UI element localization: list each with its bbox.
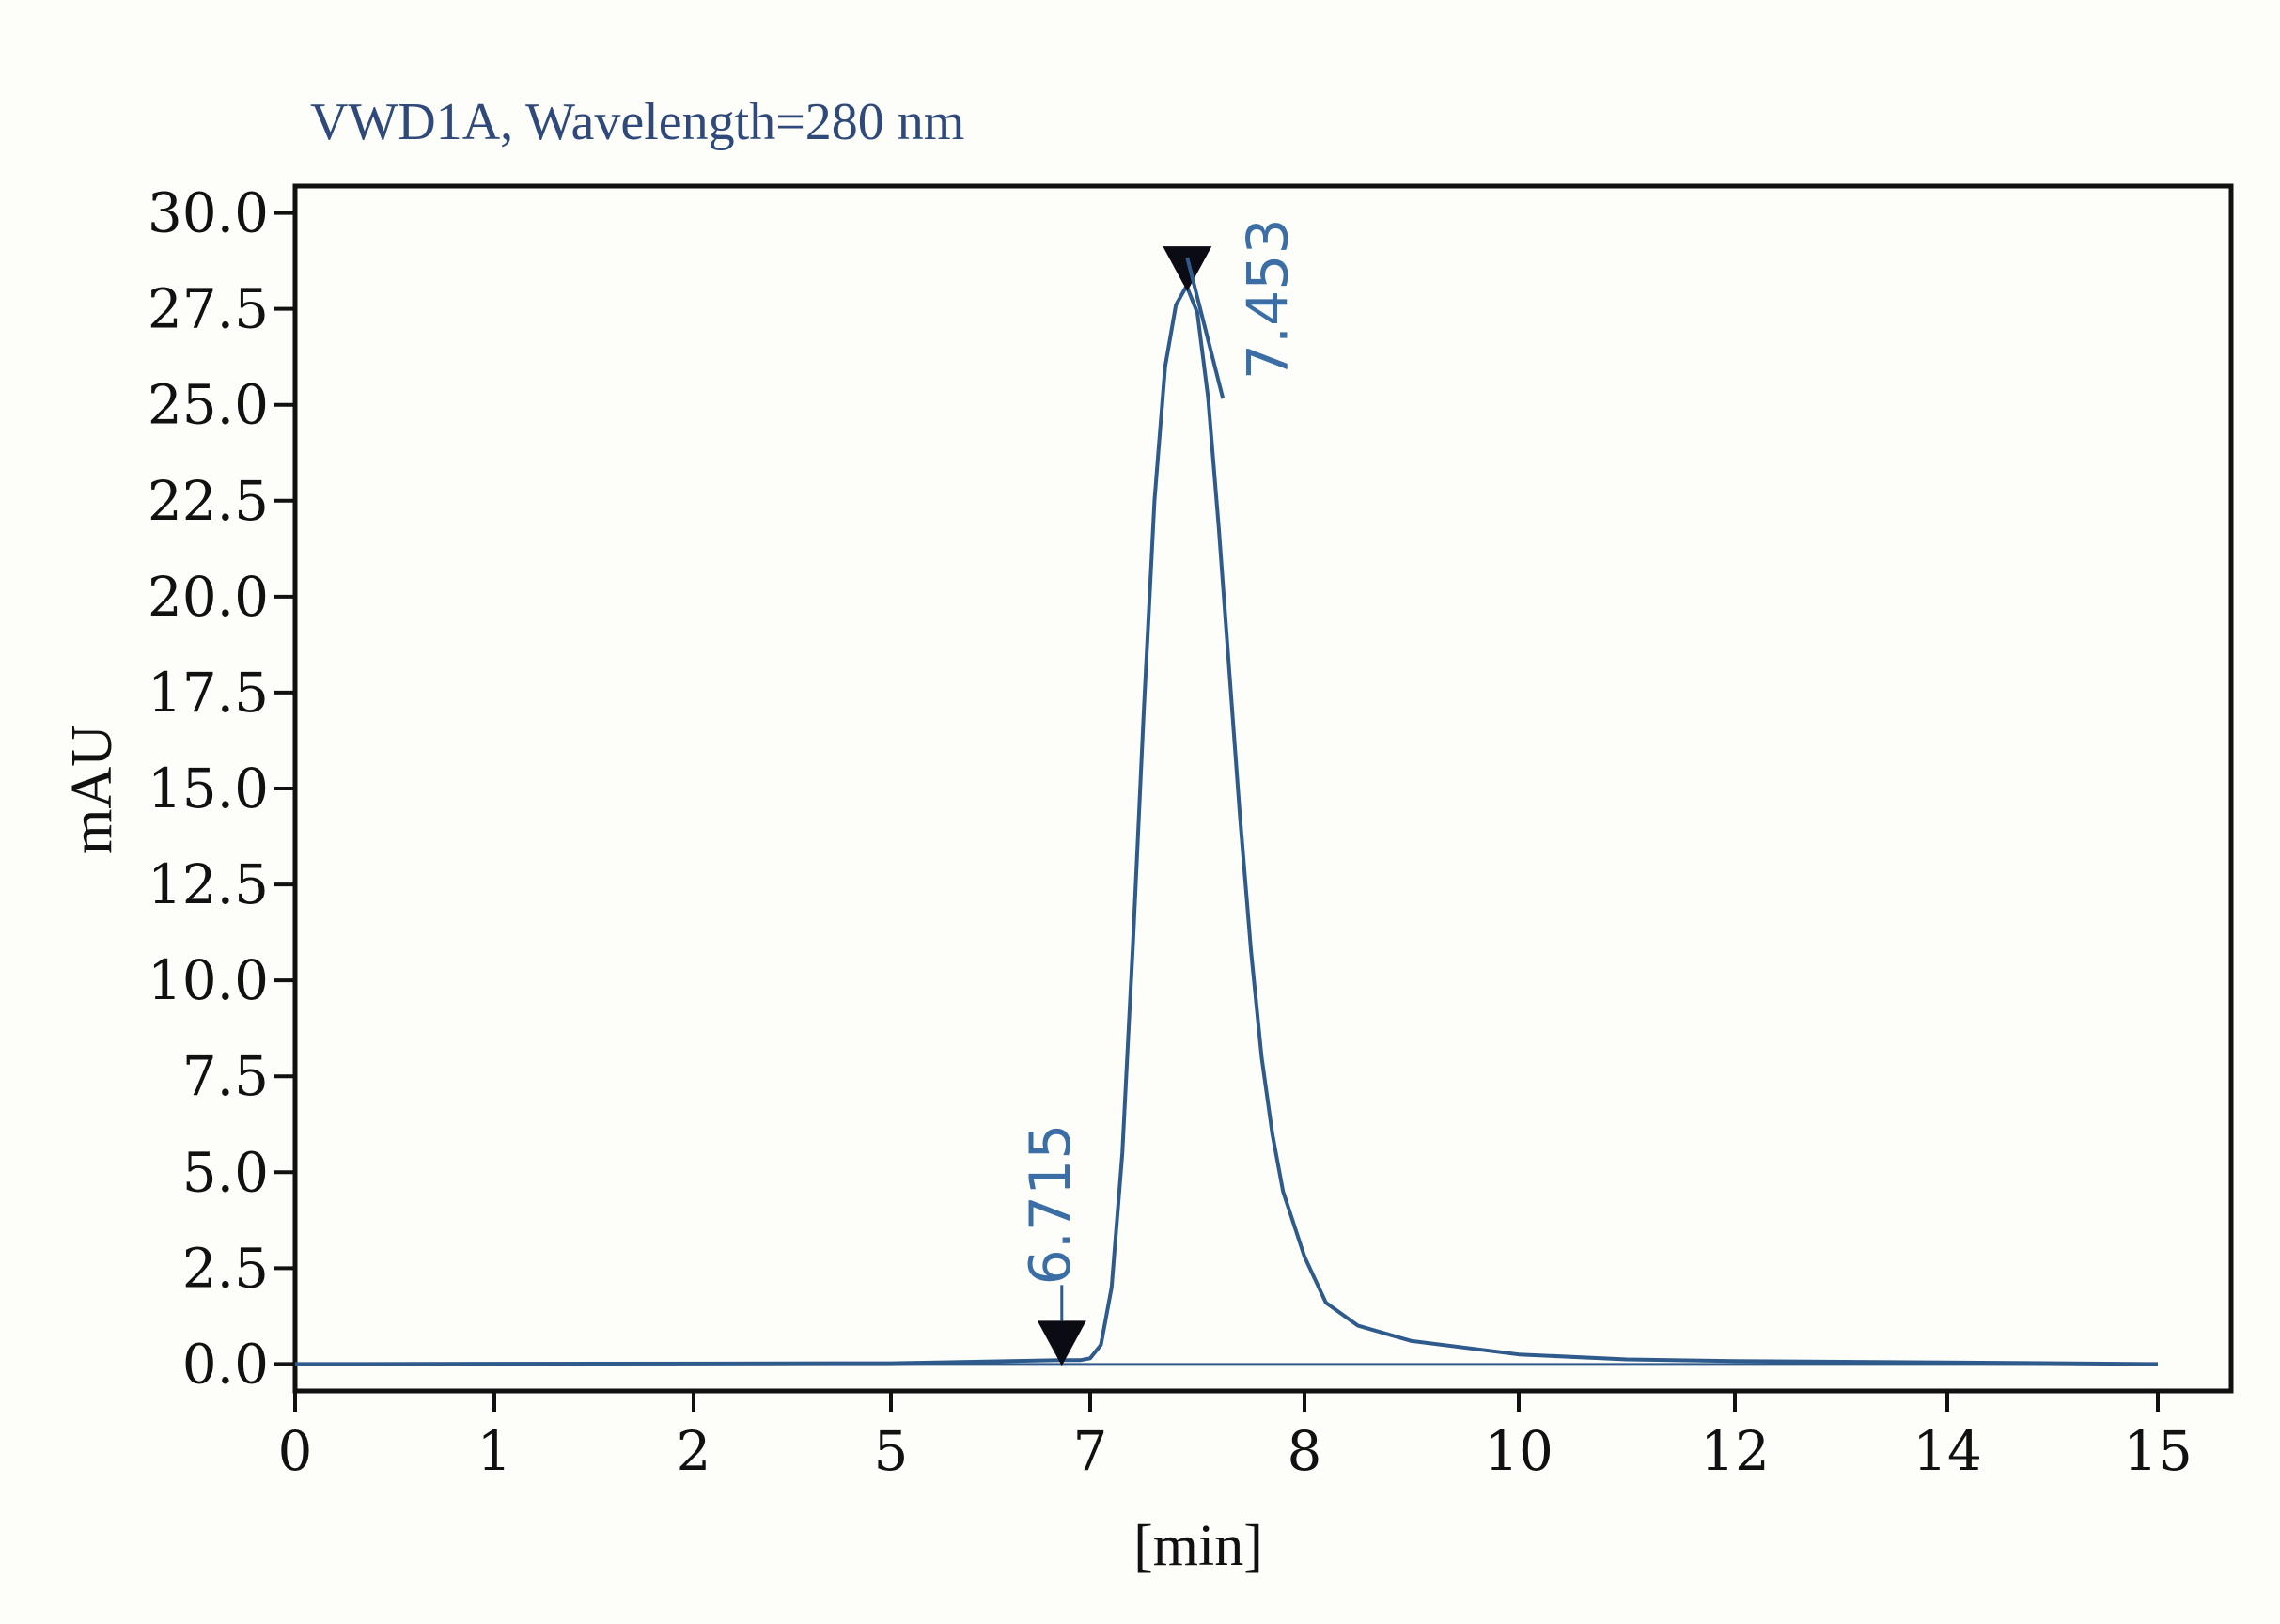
x-tick-label: 10 <box>1484 1419 1554 1483</box>
y-tick-label: 10.0 <box>148 948 269 1012</box>
y-tick-label: 15.0 <box>148 757 269 820</box>
x-axis-title: [min] <box>1133 1514 1263 1578</box>
y-tick-label: 22.5 <box>148 469 269 533</box>
y-tick-label: 30.0 <box>148 181 269 245</box>
series-group <box>294 284 2159 1366</box>
peak-label: 6.715 <box>1018 1124 1084 1286</box>
peak-annotations: 6.715 7.453 <box>1018 218 1301 1366</box>
y-tick-label: 20.0 <box>148 565 269 629</box>
x-tick-label: 7 <box>1073 1419 1108 1483</box>
x-tick-label: 8 <box>1288 1419 1322 1483</box>
y-axis: 0.0 2.5 5.0 7.5 10.0 12.5 15.0 17.5 20.0 22.5 25.0… <box>148 181 295 1396</box>
x-tick-label: 5 <box>874 1419 909 1483</box>
y-tick-label: 7.5 <box>182 1044 269 1108</box>
series-line <box>294 284 2159 1366</box>
x-axis: 0 1 2 5 7 8 10 12 14 15 <box>278 1391 2193 1483</box>
x-tick-label: 0 <box>278 1419 313 1483</box>
y-tick-label: 25.0 <box>148 373 269 437</box>
x-tick-label: 14 <box>1913 1419 1982 1483</box>
y-tick-label: 0.0 <box>182 1332 269 1396</box>
chart-title: VWD1A, Wavelength=280 nm <box>310 93 964 151</box>
y-tick-label: 5.0 <box>182 1140 269 1204</box>
y-tick-label: 2.5 <box>182 1236 269 1300</box>
x-tick-label: 1 <box>477 1419 512 1483</box>
y-axis-title: mAU <box>60 725 124 854</box>
x-tick-label: 2 <box>677 1419 711 1483</box>
x-tick-label: 12 <box>1700 1419 1770 1483</box>
peak-marker-icon <box>1163 246 1212 292</box>
peak-marker-icon <box>1037 1320 1086 1366</box>
peak-label: 7.453 <box>1235 218 1301 380</box>
peak-tick-line <box>1185 257 1226 399</box>
y-tick-label: 12.5 <box>148 852 269 916</box>
y-tick-label: 27.5 <box>148 277 269 341</box>
y-tick-label: 17.5 <box>148 661 269 725</box>
x-tick-label: 15 <box>2123 1419 2193 1483</box>
